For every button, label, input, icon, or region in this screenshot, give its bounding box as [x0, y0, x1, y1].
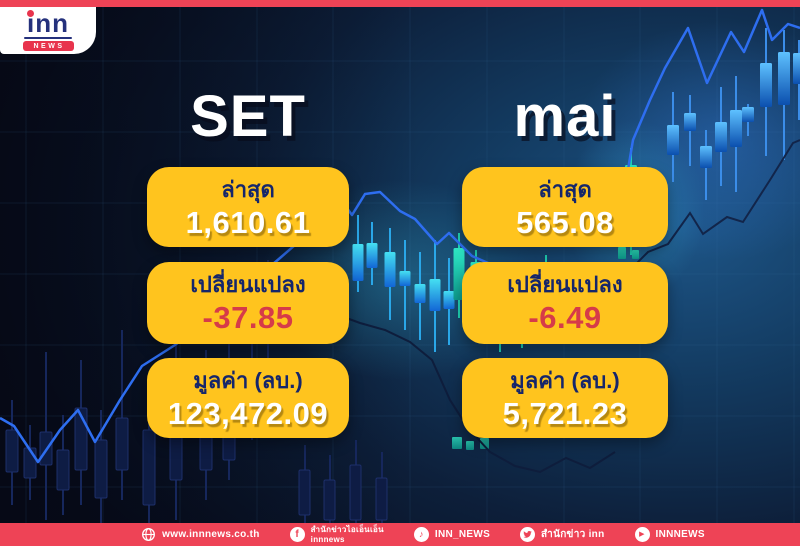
mai-change-value: -6.49 [528, 299, 602, 335]
tiktok-handle: INN_NEWS [434, 529, 491, 540]
mai-latest-value: 565.08 [516, 204, 614, 240]
facebook-icon: f [289, 527, 305, 542]
inn-logo-news-badge: NEWS [22, 41, 74, 51]
footer-twitter: สำนักข่าว inn [520, 527, 604, 542]
set-latest-label: ล่าสุด [221, 177, 275, 202]
mai-value-label: มูลค่า (ลบ.) [510, 368, 620, 393]
mai-value-value: 5,721.23 [502, 395, 628, 431]
set-value-box: มูลค่า (ลบ.) 123,472.09 [147, 358, 349, 438]
footer-youtube: ▶ INNNEWS [634, 527, 705, 542]
footer-facebook: f สำนักข่าวไอเอ็นเอ็น innnews [289, 525, 384, 544]
footer-tiktok: ♪ INN_NEWS [413, 527, 491, 542]
inn-logo: inn NEWS [0, 7, 96, 54]
footer-social-bar: www.innnews.co.th f สำนักข่าวไอเอ็นเอ็น … [0, 523, 800, 546]
right-trend-line [613, 8, 800, 243]
set-change-box: เปลี่ยนแปลง -37.85 [147, 262, 349, 344]
mai-latest-label: ล่าสุด [538, 177, 592, 202]
right-blue-candles [667, 28, 800, 200]
globe-icon [142, 528, 156, 541]
dark-trend-line-right [627, 139, 800, 273]
mai-column: mai ล่าสุด 565.08 เปลี่ยนแปลง -6.49 มูลค… [462, 88, 668, 440]
mai-title: mai [513, 84, 617, 149]
set-change-value: -37.85 [202, 299, 294, 335]
footer-website: www.innnews.co.th [141, 527, 260, 542]
middle-cyan-candles [352, 215, 455, 352]
tiktok-icon: ♪ [413, 527, 429, 542]
set-change-label: เปลี่ยนแปลง [190, 272, 306, 297]
inn-logo-wordmark: inn [27, 10, 69, 36]
set-column: SET ล่าสุด 1,610.61 เปลี่ยนแปลง -37.85 ม… [147, 88, 349, 440]
set-latest-box: ล่าสุด 1,610.61 [147, 167, 349, 247]
mai-change-label: เปลี่ยนแปลง [507, 272, 623, 297]
mai-change-box: เปลี่ยนแปลง -6.49 [462, 262, 668, 344]
set-value-label: มูลค่า (ลบ.) [193, 368, 303, 393]
set-title: SET [190, 84, 306, 149]
inn-logo-i-dot [27, 10, 34, 17]
top-accent-strip [0, 0, 800, 7]
facebook-handle: สำนักข่าวไอเอ็นเอ็น innnews [310, 525, 384, 544]
twitter-icon [520, 527, 536, 542]
youtube-handle: INNNEWS [655, 529, 705, 540]
mai-value-box: มูลค่า (ลบ.) 5,721.23 [462, 358, 668, 438]
twitter-handle: สำนักข่าว inn [541, 529, 605, 540]
website-url: www.innnews.co.th [162, 529, 260, 540]
set-latest-value: 1,610.61 [185, 204, 311, 240]
set-value-value: 123,472.09 [167, 395, 329, 431]
youtube-icon: ▶ [634, 527, 650, 542]
inn-logo-underline [24, 37, 72, 39]
mai-latest-box: ล่าสุด 565.08 [462, 167, 668, 247]
